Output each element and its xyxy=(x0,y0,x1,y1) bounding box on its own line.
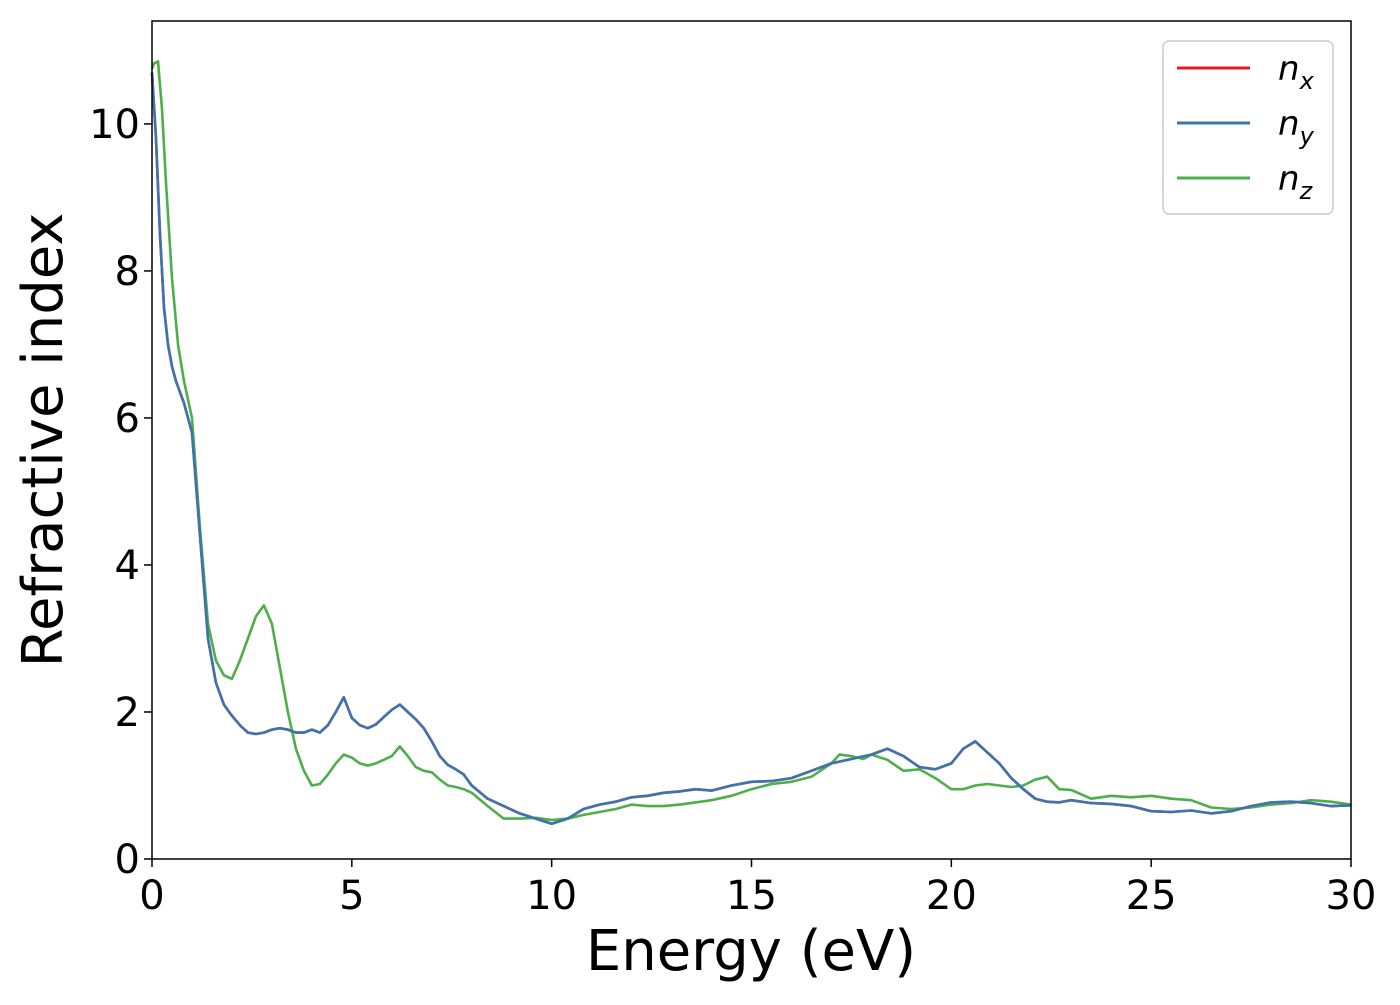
y-tick-label: 8 xyxy=(115,249,140,295)
x-tick-label: 15 xyxy=(726,873,777,919)
series-line-ny xyxy=(150,72,1352,826)
series-line-nz xyxy=(150,60,1352,822)
y-tick-label: 10 xyxy=(89,102,140,148)
x-tick-label: 25 xyxy=(1126,873,1177,919)
x-tick-label: 20 xyxy=(926,873,977,919)
x-tick-label: 0 xyxy=(139,873,164,919)
series-layer xyxy=(150,60,1352,826)
x-axis-title: Energy (eV) xyxy=(586,919,916,984)
x-axis-ticks: 0 5 10 15 20 25 30 xyxy=(139,859,1376,919)
y-tick-label: 6 xyxy=(115,396,140,442)
y-tick-label: 2 xyxy=(115,690,140,736)
y-axis-title: Refractive index xyxy=(11,213,76,668)
legend-box xyxy=(1162,40,1334,215)
y-axis-ticks: 0 2 4 6 8 10 xyxy=(89,102,152,883)
y-tick-label: 4 xyxy=(115,543,140,589)
legend: nx ny nz xyxy=(1162,40,1334,215)
x-tick-label: 5 xyxy=(339,873,364,919)
legend-label-nx: nx xyxy=(1278,49,1315,95)
legend-label-nz: nz xyxy=(1278,159,1314,205)
x-tick-label: 10 xyxy=(526,873,577,919)
x-tick-label: 30 xyxy=(1326,873,1377,919)
legend-label-ny: ny xyxy=(1278,104,1315,150)
y-tick-label: 0 xyxy=(115,837,140,883)
